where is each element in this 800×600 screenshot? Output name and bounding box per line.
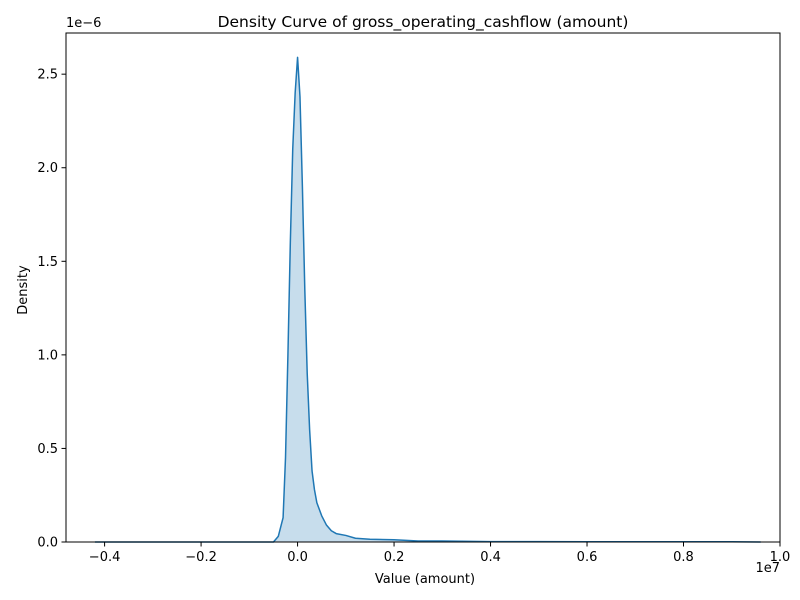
x-axis-ticks: −0.4 −0.2 0.0 0.2 0.4 0.6 0.8 1.0	[89, 542, 791, 565]
y-axis-label: Density	[16, 265, 31, 315]
y-tick-label: 0.0	[37, 536, 58, 551]
y-tick-label: 1.0	[37, 348, 58, 363]
x-tick-label: 1.0	[770, 550, 791, 565]
y-tick-label: 2.0	[37, 161, 58, 176]
plot-area	[94, 56, 761, 543]
y-tick-label: 0.5	[37, 442, 58, 457]
x-tick-label: 0.2	[384, 550, 405, 565]
x-axis-offset-text: 1e7	[755, 561, 780, 576]
x-tick-label: −0.4	[89, 550, 121, 565]
y-tick-label: 1.5	[37, 255, 58, 270]
axes-frame	[65, 32, 781, 543]
density-fill-area	[94, 57, 761, 542]
density-curve-line	[94, 56, 761, 543]
x-tick-label: −0.2	[185, 550, 217, 565]
y-tick-label: 2.5	[37, 68, 58, 83]
chart-title: Density Curve of gross_operating_cashflo…	[218, 13, 629, 32]
x-tick-label: 0.8	[673, 550, 694, 565]
x-tick-label: 0.4	[480, 550, 501, 565]
y-axis-offset-text: 1e−6	[66, 16, 101, 31]
x-tick-label: 0.6	[577, 550, 598, 565]
x-axis-label: Value (amount)	[375, 572, 475, 587]
y-axis-ticks: 0.0 0.5 1.0 1.5 2.0 2.5	[37, 68, 66, 551]
x-tick-label: 0.0	[287, 550, 308, 565]
